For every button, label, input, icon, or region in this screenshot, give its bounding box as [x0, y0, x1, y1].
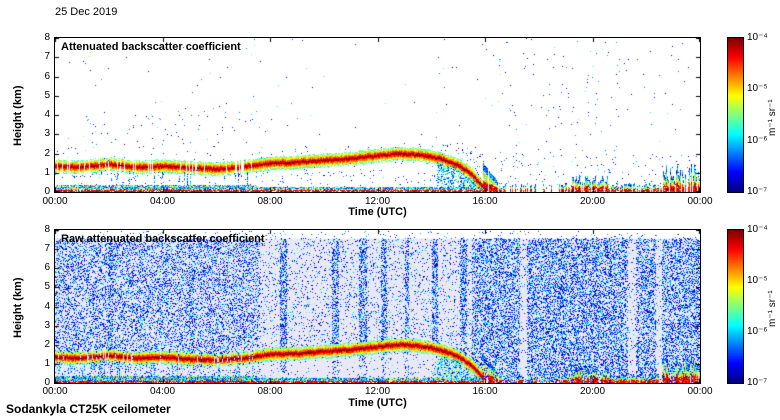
instrument-label: Sodankyla CT25K ceilometer — [6, 402, 171, 416]
tick-label: 16:00 — [472, 386, 498, 397]
raw-backscatter-panel: Raw attenuated backscatter coefficient — [54, 229, 701, 384]
tick-label: 5 — [44, 89, 50, 101]
panel2-x-axis-label: Time (UTC) — [348, 397, 407, 409]
tick-label: 3 — [44, 128, 50, 140]
tick-label: 8 — [44, 32, 50, 43]
tick-label: 08:00 — [257, 196, 283, 207]
tick-label: 12:00 — [364, 196, 391, 207]
tick-label: 8 — [44, 224, 50, 235]
tick-label: 10⁻⁷ — [747, 377, 768, 388]
panel1-y-axis-label: Height (km) — [12, 85, 24, 147]
date-label: 25 Dec 2019 — [55, 6, 118, 18]
panel2-y-axis-label: Height (km) — [12, 277, 24, 339]
tick-label: 3 — [44, 319, 50, 331]
tick-label: 1 — [44, 166, 50, 178]
panel2-colorbar-gradient — [728, 230, 743, 383]
tick-label: 10⁻⁷ — [747, 186, 768, 197]
tick-label: 4 — [44, 109, 50, 120]
tick-label: 00:00 — [687, 196, 713, 207]
panel1-colorbar-unit-label: m⁻¹ sr⁻¹ — [767, 99, 778, 136]
panel1-colorbar — [727, 37, 744, 193]
tick-label: 00:00 — [687, 386, 713, 397]
panel1-colorbar-gradient — [728, 38, 743, 192]
tick-label: 6 — [44, 70, 50, 82]
tick-label: 00:00 — [42, 196, 68, 207]
tick-label: 1 — [44, 357, 50, 369]
tick-label: 7 — [44, 243, 50, 255]
panel1-x-axis-label: Time (UTC) — [348, 206, 407, 218]
tick-label: 10⁻⁵ — [747, 83, 768, 95]
attenuated-backscatter-heatmap — [55, 38, 700, 192]
tick-label: 20:00 — [579, 386, 606, 397]
tick-label: 10⁻⁶ — [747, 326, 768, 337]
tick-label: 12:00 — [364, 386, 391, 397]
tick-label: 6 — [44, 262, 50, 274]
tick-label: 00:00 — [42, 386, 68, 397]
tick-label: 4 — [44, 300, 50, 312]
panel2-colorbar — [727, 229, 744, 384]
tick-label: 10⁻⁴ — [747, 224, 768, 235]
tick-label: 2 — [44, 147, 50, 159]
panel1-title: Attenuated backscatter coefficient — [61, 41, 241, 53]
tick-label: 16:00 — [472, 196, 498, 207]
tick-label: 2 — [44, 338, 50, 350]
tick-label: 10⁻⁶ — [747, 134, 768, 146]
tick-label: 20:00 — [579, 196, 606, 207]
tick-label: 10⁻⁴ — [747, 32, 768, 43]
tick-label: 10⁻⁵ — [747, 275, 768, 286]
tick-label: 08:00 — [257, 386, 283, 397]
tick-label: 04:00 — [149, 386, 176, 397]
tick-label: 7 — [44, 51, 50, 63]
tick-label: 0 — [44, 186, 50, 197]
panel2-colorbar-unit-label: m⁻¹ sr⁻¹ — [767, 290, 778, 327]
raw-backscatter-heatmap — [55, 230, 700, 383]
attenuated-backscatter-panel: Attenuated backscatter coefficient — [54, 37, 701, 193]
tick-label: 5 — [44, 281, 50, 293]
tick-label: 04:00 — [149, 196, 176, 207]
panel2-title: Raw attenuated backscatter coefficient — [61, 233, 265, 245]
tick-label: 0 — [44, 377, 50, 388]
